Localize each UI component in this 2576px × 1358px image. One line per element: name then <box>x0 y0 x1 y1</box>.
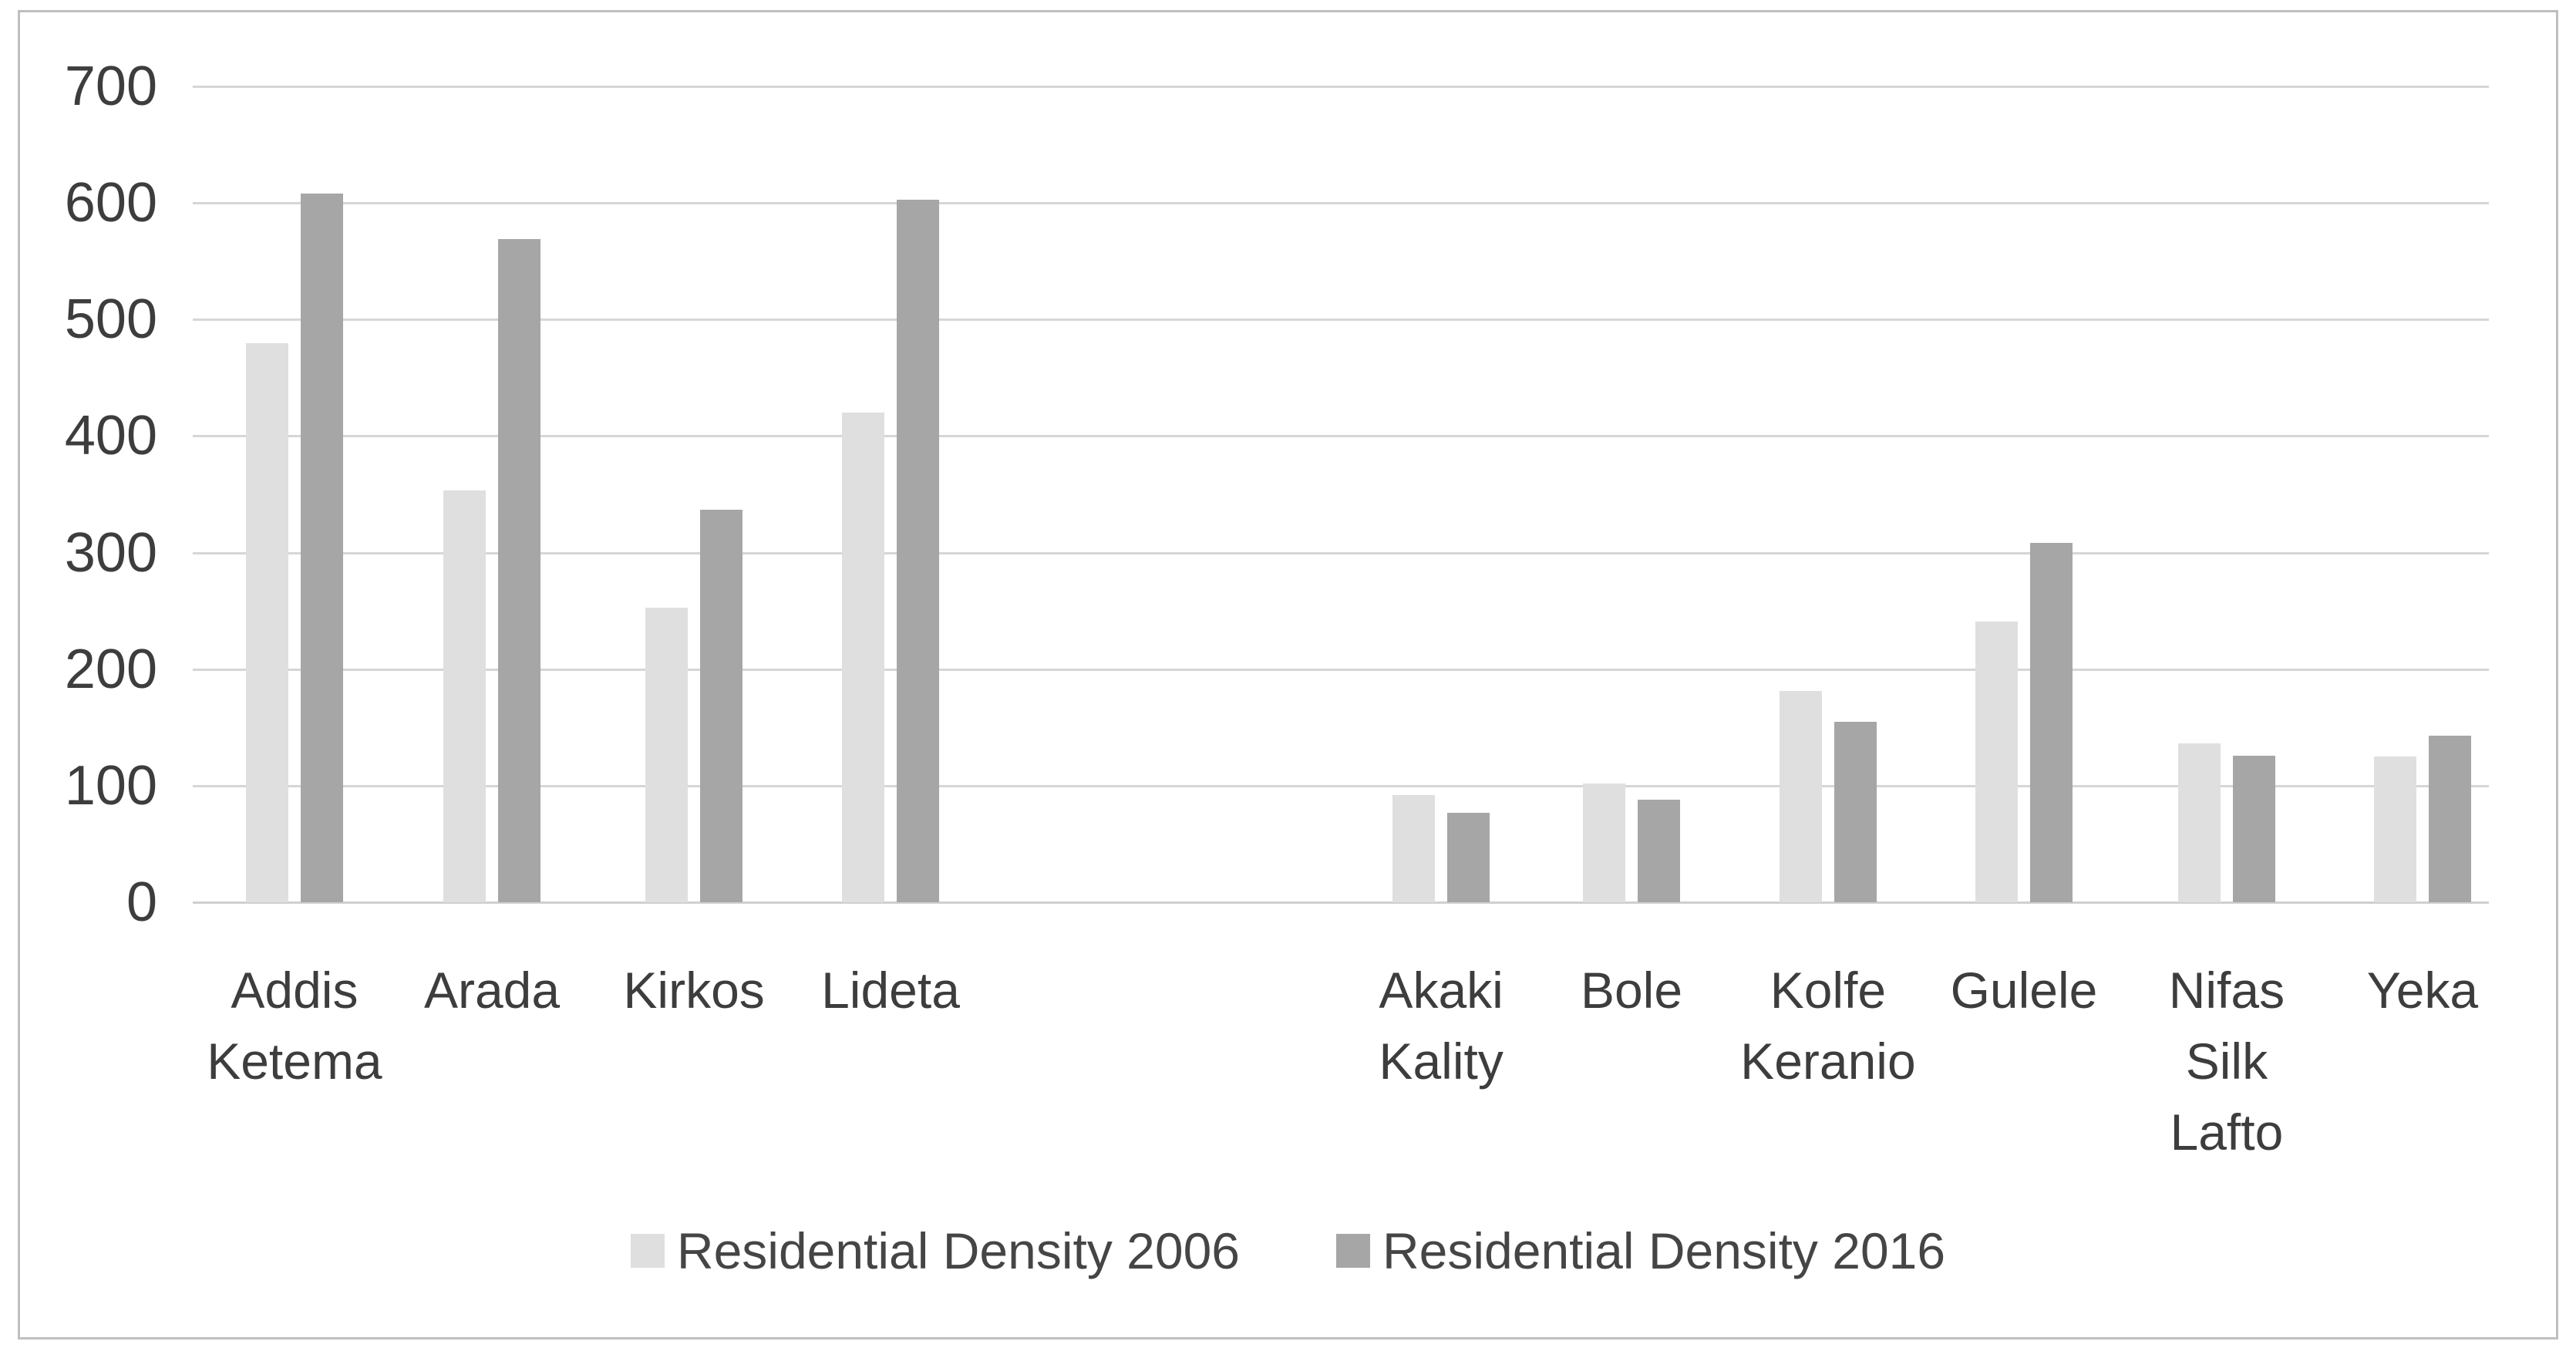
bar-2006-nifas-silk-lafto <box>2177 743 2221 902</box>
category-label-addis-ketema: Addis Ketema <box>207 962 382 1090</box>
gridline-700 <box>193 86 2489 88</box>
category-label-lideta: Lideta <box>821 962 960 1019</box>
category-label-bole: Bole <box>1580 962 1683 1019</box>
bar-2006-akaki-kality <box>1392 794 1436 902</box>
gridline-500 <box>193 318 2489 322</box>
bar-2006-gulele <box>1975 621 2018 902</box>
y-tick-label-700: 700 <box>64 56 157 117</box>
bar-2006-kolfe-keranio <box>1779 691 1822 902</box>
bar-2006-arada <box>443 490 487 902</box>
bar-2006-addis-ketema <box>245 342 288 902</box>
legend-swatch-icon <box>1336 1234 1370 1268</box>
legend-item-2016: Residential Density 2016 <box>1336 1222 1945 1280</box>
category-label-arada: Arada <box>423 962 561 1019</box>
category-label-kirkos: Kirkos <box>623 962 765 1019</box>
bar-2016-akaki-kality <box>1447 812 1490 902</box>
y-tick-label-600: 600 <box>64 172 157 234</box>
gridline-600 <box>193 202 2489 205</box>
gridline-300 <box>193 551 2489 554</box>
bar-2016-nifas-silk-lafto <box>2232 755 2275 902</box>
bar-2006-yeka <box>2373 757 2416 902</box>
bar-2006-lideta <box>842 413 884 902</box>
legend-label: Residential Density 2006 <box>676 1222 1240 1279</box>
bar-2016-addis-ketema <box>300 194 343 902</box>
y-tick-label-500: 500 <box>64 288 157 351</box>
category-label-yeka: Yeka <box>2366 962 2479 1019</box>
bar-2016-gulele <box>2029 543 2073 902</box>
bar-2016-arada <box>498 238 541 902</box>
bar-2016-kirkos <box>700 509 743 902</box>
y-tick-label-300: 300 <box>64 521 157 584</box>
y-tick-label-200: 200 <box>64 638 157 700</box>
gridline-400 <box>193 435 2489 438</box>
category-label-kolfe-keranio: Kolfe Keranio <box>1740 962 1916 1090</box>
bar-2016-kolfe-keranio <box>1834 721 1877 902</box>
gridline-100 <box>193 784 2489 787</box>
bar-2016-lideta <box>897 199 939 902</box>
category-label-akaki-kality: Akaki Kality <box>1379 962 1504 1090</box>
gridline-200 <box>193 668 2489 671</box>
y-tick-label-0: 0 <box>126 871 157 933</box>
bar-2006-bole <box>1583 783 1625 902</box>
legend-label: Residential Density 2016 <box>1382 1222 1946 1279</box>
bar-2016-yeka <box>2428 735 2471 902</box>
chart-legend: Residential Density 2006 Residential Dens… <box>20 1222 2556 1280</box>
y-tick-label-400: 400 <box>64 405 157 467</box>
legend-swatch-icon <box>630 1234 665 1268</box>
bar-2006-kirkos <box>645 607 689 902</box>
category-label-nifas-silk-lafto: Nifas Silk Lafto <box>2168 962 2285 1161</box>
legend-item-2006: Residential Density 2006 <box>630 1222 1240 1280</box>
chart-border: 700 600 500 400 300 200 100 0 Addis Ketema Arada… <box>18 10 2558 1339</box>
category-label-gulele: Gulele <box>1950 962 2098 1019</box>
bar-2016-bole <box>1638 799 1680 902</box>
x-axis-line <box>193 901 2489 904</box>
y-tick-label-100: 100 <box>64 754 157 817</box>
